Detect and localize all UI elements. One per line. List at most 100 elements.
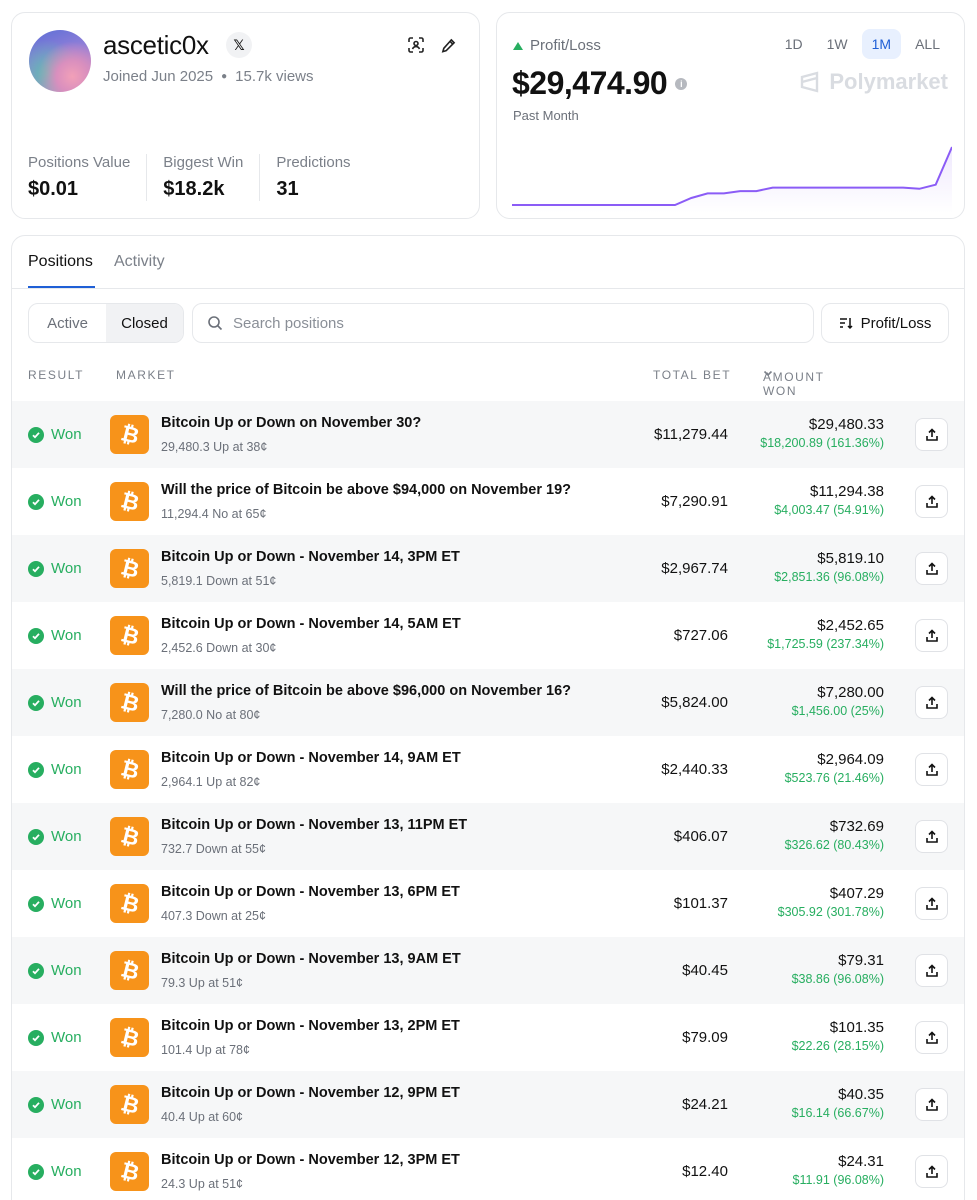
table-row[interactable]: Won ₿ Bitcoin Up or Down - November 14, 9A… [12, 736, 964, 803]
range-tab-1m[interactable]: 1M [861, 29, 902, 59]
stat-label: Predictions [276, 154, 351, 171]
sort-button[interactable]: Profit/Loss [821, 303, 949, 343]
header-result[interactable]: RESULT [28, 368, 85, 382]
table-row[interactable]: Won ₿ Bitcoin Up or Down - November 13, 2P… [12, 1004, 964, 1071]
total-bet: $79.09 [682, 1029, 728, 1046]
market-title[interactable]: Will the price of Bitcoin be above $94,0… [161, 482, 572, 498]
amount-won: $79.31 [838, 952, 884, 969]
table-row[interactable]: Won ₿ Will the price of Bitcoin be above $… [12, 669, 964, 736]
sort-icon [839, 318, 853, 330]
share-icon [925, 494, 938, 508]
tab-activity[interactable]: Activity [114, 253, 165, 270]
check-circle-icon [28, 560, 44, 577]
share-button[interactable] [915, 820, 948, 853]
search-icon [208, 316, 223, 331]
profile-card: ascetic0x 𝕏 Joined Jun 2025 ● 15.7k view… [11, 12, 480, 219]
pnl-amount: $29,474.90 [512, 65, 668, 101]
header-amount-won-label: AMOUNT WON [763, 370, 825, 398]
scan-icon[interactable] [406, 35, 426, 55]
market-outcome: 407.3 Down at 25¢ [161, 909, 266, 923]
header-amount-won[interactable]: AMOUNT WON [763, 368, 823, 398]
share-button[interactable] [915, 1155, 948, 1188]
share-button[interactable] [915, 485, 948, 518]
share-button[interactable] [915, 418, 948, 451]
view-count: 15.7k views [235, 68, 314, 85]
status-filter: Active Closed [28, 303, 184, 343]
market-title[interactable]: Bitcoin Up or Down - November 13, 6PM ET [161, 884, 460, 900]
filter-active[interactable]: Active [47, 314, 88, 332]
share-icon [925, 963, 938, 977]
stat-value: $18.2k [163, 178, 225, 200]
pnl-chart-line [512, 146, 952, 206]
avatar[interactable] [29, 30, 91, 92]
share-icon [925, 695, 938, 709]
amount-won: $11,294.38 [810, 483, 884, 500]
profit-gain: $38.86 (96.08%) [791, 972, 884, 986]
polymarket-watermark: Polymarket [799, 69, 948, 95]
market-outcome: 5,819.1 Down at 51¢ [161, 574, 277, 588]
total-bet: $24.21 [682, 1096, 728, 1113]
chevron-down-icon [763, 370, 773, 377]
table-row[interactable]: Won ₿ Bitcoin Up or Down - November 13, 11… [12, 803, 964, 870]
market-outcome: 7,280.0 No at 80¢ [161, 708, 261, 722]
share-button[interactable] [915, 686, 948, 719]
market-title[interactable]: Bitcoin Up or Down on November 30? [161, 415, 422, 431]
filter-closed[interactable]: Closed [106, 304, 183, 342]
profit-gain: $11.91 (96.08%) [792, 1173, 885, 1187]
sort-label: Profit/Loss [860, 314, 932, 332]
share-button[interactable] [915, 552, 948, 585]
pnl-chart-area [512, 147, 952, 213]
bitcoin-icon: ₿ [110, 1152, 149, 1191]
market-title[interactable]: Bitcoin Up or Down - November 13, 9AM ET [161, 951, 461, 967]
market-title[interactable]: Bitcoin Up or Down - November 14, 3PM ET [161, 549, 460, 565]
share-button[interactable] [915, 954, 948, 987]
market-title[interactable]: Bitcoin Up or Down - November 13, 2PM ET [161, 1018, 460, 1034]
range-tab-1w[interactable]: 1W [826, 36, 848, 52]
amount-won: $732.69 [829, 818, 884, 835]
search-input[interactable] [233, 314, 793, 332]
table-row[interactable]: Won ₿ Bitcoin Up or Down - November 12, 3P… [12, 1138, 964, 1200]
table-row[interactable]: Won ₿ Bitcoin Up or Down - November 14, 3P… [12, 535, 964, 602]
table-row[interactable]: Won ₿ Will the price of Bitcoin be above $… [12, 468, 964, 535]
share-button[interactable] [915, 1021, 948, 1054]
pencil-icon[interactable] [438, 35, 458, 55]
table-row[interactable]: Won ₿ Bitcoin Up or Down - November 13, 6P… [12, 870, 964, 937]
username: ascetic0x [103, 30, 209, 60]
result-label: Won [51, 493, 82, 510]
profile-stats: Positions Value $0.01 Biggest Win $18.2k… [28, 154, 383, 201]
profit-gain: $326.62 (80.43%) [784, 838, 884, 852]
share-icon [925, 427, 938, 441]
market-outcome: 79.3 Up at 51¢ [161, 976, 244, 990]
total-bet: $7,290.91 [661, 493, 728, 510]
arrow-up-icon [513, 41, 523, 50]
result-cell: Won [28, 937, 82, 1004]
table-row[interactable]: Won ₿ Bitcoin Up or Down - November 13, 9A… [12, 937, 964, 1004]
x-icon[interactable]: 𝕏 [226, 32, 252, 58]
market-title[interactable]: Bitcoin Up or Down - November 12, 3PM ET [161, 1152, 460, 1168]
market-title[interactable]: Bitcoin Up or Down - November 12, 9PM ET [161, 1085, 460, 1101]
range-tab-all[interactable]: ALL [915, 36, 940, 52]
result-cell: Won [28, 401, 82, 468]
range-tab-1d[interactable]: 1D [784, 36, 803, 52]
header-total-bet[interactable]: TOTAL BET [653, 368, 732, 382]
total-bet: $101.37 [673, 895, 728, 912]
table-row[interactable]: Won ₿ Bitcoin Up or Down - November 14, 5A… [12, 602, 964, 669]
market-title[interactable]: Bitcoin Up or Down - November 14, 9AM ET [161, 750, 461, 766]
market-title[interactable]: Bitcoin Up or Down - November 13, 11PM E… [161, 817, 468, 833]
header-market[interactable]: MARKET [116, 368, 176, 382]
table-row[interactable]: Won ₿ Bitcoin Up or Down - November 12, 9P… [12, 1071, 964, 1138]
result-label: Won [51, 962, 82, 979]
result-label: Won [51, 1029, 82, 1046]
market-title[interactable]: Bitcoin Up or Down - November 14, 5AM ET [161, 616, 461, 632]
table-row[interactable]: Won ₿ Bitcoin Up or Down on November 30? 29… [12, 401, 964, 468]
market-title[interactable]: Will the price of Bitcoin be above $96,0… [161, 683, 572, 699]
tab-positions[interactable]: Positions [28, 253, 93, 270]
pnl-card: Profit/Loss $29,474.90 i Past Month 1D 1… [496, 12, 965, 219]
share-button[interactable] [915, 887, 948, 920]
info-icon[interactable]: i [675, 77, 688, 90]
bitcoin-icon: ₿ [110, 683, 149, 722]
share-button[interactable] [915, 1088, 948, 1121]
share-button[interactable] [915, 753, 948, 786]
bitcoin-icon: ₿ [110, 549, 149, 588]
share-button[interactable] [915, 619, 948, 652]
